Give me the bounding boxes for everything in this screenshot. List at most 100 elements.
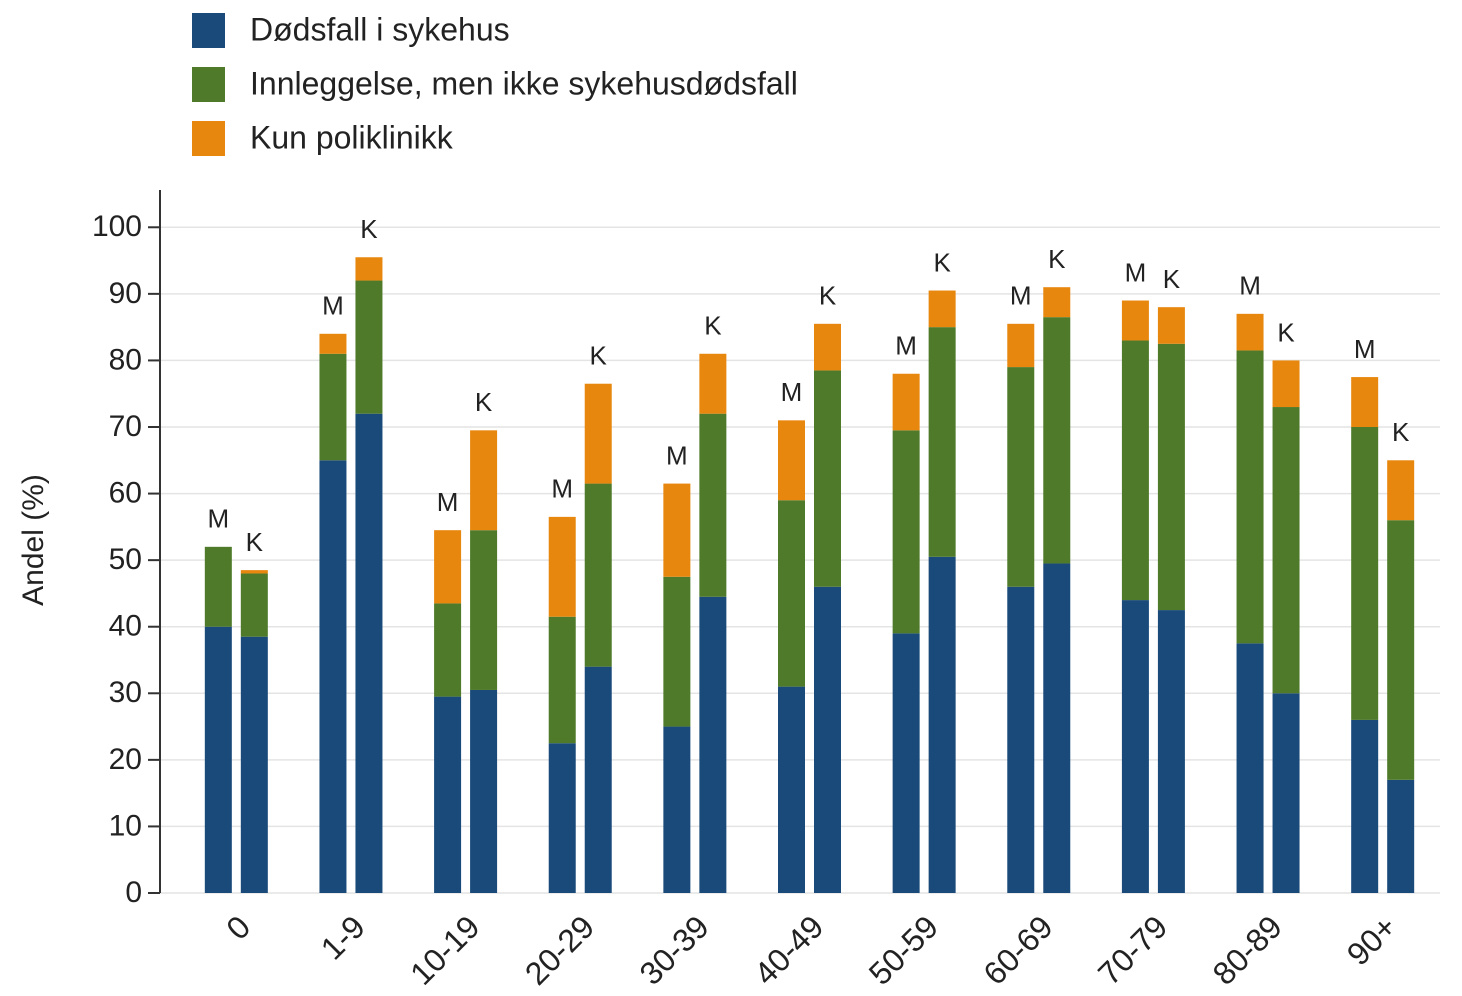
legend-label: Dødsfall i sykehus (250, 11, 510, 47)
y-tick-label: 40 (109, 610, 142, 643)
bar-segment (434, 696, 462, 893)
bar-label: M (1354, 334, 1376, 364)
x-tick-label: 90+ (1340, 908, 1404, 972)
bar-label: M (1010, 281, 1032, 311)
bar-segment (584, 666, 612, 893)
bar-segment (470, 430, 498, 531)
bar-segment (928, 290, 956, 328)
x-tick-label: 40-49 (747, 908, 830, 991)
bar-label: K (1392, 417, 1410, 447)
bar-segment (699, 596, 727, 893)
y-axis-label: Andel (%) (17, 474, 50, 606)
bar-label: M (207, 504, 229, 534)
bar-segment (814, 323, 841, 371)
y-tick-label: 50 (109, 543, 142, 576)
bar-segment (1157, 610, 1185, 893)
bar-label: M (781, 377, 803, 407)
bar-label: K (360, 214, 378, 244)
bar-label: M (437, 487, 459, 517)
bar-label: M (1239, 271, 1261, 301)
bar-label: M (322, 291, 344, 321)
bar-segment (663, 576, 691, 727)
bar-segment (1272, 360, 1300, 408)
bar-label: K (590, 341, 608, 371)
bar-label: K (704, 311, 722, 341)
bar-segment (814, 370, 841, 587)
bar-segment (319, 353, 347, 461)
bar-segment (204, 626, 232, 893)
bar-label: K (475, 387, 493, 417)
bar-segment (778, 420, 805, 501)
bar-segment (1043, 563, 1071, 893)
bar-segment (1236, 643, 1264, 893)
bar-segment (1387, 779, 1415, 893)
bar-label: M (551, 474, 573, 504)
bar-segment (548, 616, 576, 744)
bar-segment (928, 556, 956, 893)
bar-segment (584, 383, 612, 484)
y-tick-label: 90 (109, 277, 142, 310)
bar-segment (1351, 719, 1379, 893)
bar-segment (1351, 377, 1379, 427)
y-tick-label: 100 (92, 210, 142, 243)
y-tick-label: 80 (109, 343, 142, 376)
bar-segment (663, 483, 691, 577)
bar-segment (470, 689, 498, 893)
y-tick-label: 30 (109, 676, 142, 709)
bar-segment (319, 460, 347, 893)
bar-label: K (819, 281, 837, 311)
bar-label: K (1163, 264, 1181, 294)
bar-segment (699, 413, 727, 597)
bar-label: K (1048, 244, 1066, 274)
legend-label: Kun poliklinikk (250, 119, 454, 155)
x-tick-label: 80-89 (1206, 908, 1289, 991)
bar-segment (240, 570, 268, 574)
x-tick-label: 30-39 (632, 908, 715, 991)
bar-segment (319, 333, 347, 354)
bar-segment (1157, 307, 1185, 344)
bar-label: K (933, 247, 951, 277)
bar-segment (1236, 313, 1264, 351)
bar-segment (663, 726, 691, 893)
bar-segment (1007, 586, 1035, 893)
bar-segment (1007, 323, 1035, 368)
bar-segment (892, 430, 920, 634)
bar-segment (434, 530, 462, 604)
legend-label: Innleggelse, men ikke sykehusdødsfall (250, 65, 798, 101)
bar-segment (548, 743, 576, 893)
bar-segment (434, 603, 462, 697)
y-tick-label: 60 (109, 476, 142, 509)
bar-segment (1272, 407, 1300, 694)
bar-segment (1121, 300, 1149, 341)
bar-segment (1121, 600, 1149, 893)
bar-label: M (1125, 257, 1147, 287)
bar-segment (355, 413, 383, 893)
bar-segment (1121, 340, 1149, 601)
y-tick-label: 20 (109, 743, 142, 776)
bar-segment (699, 353, 727, 414)
legend-swatch (192, 67, 225, 102)
bar-segment (814, 586, 841, 893)
bar-segment (1157, 343, 1185, 611)
bar-segment (1387, 460, 1415, 521)
bar-label: M (666, 440, 688, 470)
bar-segment (1236, 350, 1264, 644)
x-tick-label: 70-79 (1091, 908, 1174, 991)
y-tick-label: 70 (109, 410, 142, 443)
bar-segment (204, 546, 232, 627)
legend-swatch (192, 13, 225, 48)
bar-segment (892, 633, 920, 893)
x-tick-label: 10-19 (403, 908, 486, 991)
bar-segment (1272, 693, 1300, 893)
x-tick-label: 1-9 (314, 908, 372, 966)
bar-segment (355, 257, 383, 281)
bar-segment (240, 636, 268, 893)
bar-label: M (895, 331, 917, 361)
bar-segment (1351, 427, 1379, 720)
y-tick-label: 10 (109, 809, 142, 842)
bar-label: K (1277, 317, 1295, 347)
bar-segment (240, 573, 268, 637)
bar-segment (548, 516, 576, 617)
bar-segment (470, 530, 498, 690)
